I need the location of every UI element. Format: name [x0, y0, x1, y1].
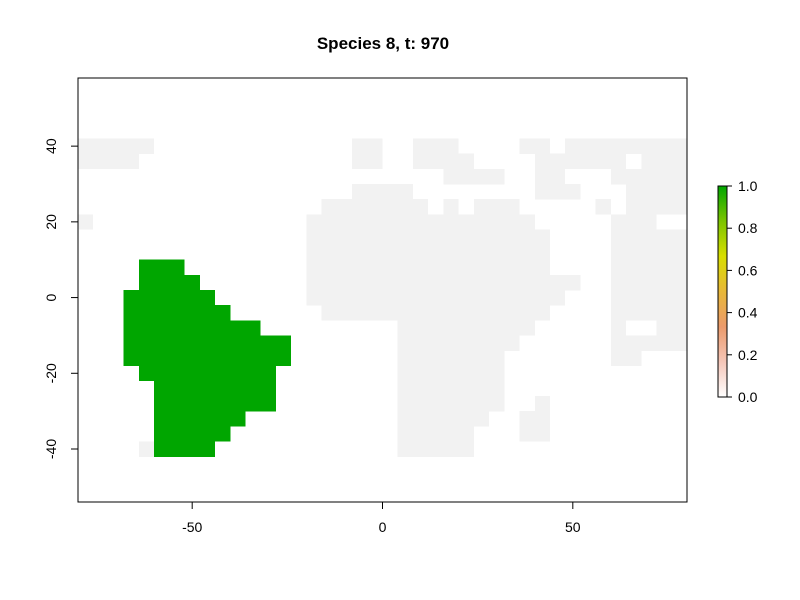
land-cell — [610, 168, 688, 185]
land-cell — [610, 350, 642, 367]
land-cell — [610, 305, 688, 321]
land-cell — [626, 199, 687, 215]
land-cell — [138, 441, 155, 457]
y-tick-label: -40 — [43, 439, 59, 459]
land-cell — [519, 411, 550, 427]
land-cell — [397, 350, 505, 367]
land-cell — [610, 214, 642, 230]
species-cell — [154, 380, 276, 397]
species-cell — [138, 274, 200, 291]
x-tick-label: 50 — [565, 519, 581, 535]
species-cell — [123, 335, 292, 351]
land-cell — [656, 320, 687, 336]
land-cell — [397, 380, 505, 397]
y-tick-label: 20 — [43, 214, 59, 230]
land-cell — [565, 153, 627, 170]
land-cell — [610, 229, 688, 245]
legend-tick-label: 0.0 — [738, 389, 758, 405]
species-cell — [123, 350, 292, 367]
legend-color-bar — [717, 185, 728, 398]
species-cell — [123, 305, 231, 321]
land-cell — [352, 153, 383, 170]
land-cell — [306, 274, 581, 291]
y-tick-label: 0 — [43, 293, 59, 301]
species-cell — [154, 396, 276, 412]
land-cell — [352, 138, 383, 155]
species-cell — [154, 426, 231, 442]
y-tick-label: -20 — [43, 363, 59, 383]
land-cell — [306, 244, 550, 261]
land-cell — [412, 138, 459, 155]
land-cell — [397, 411, 490, 427]
x-axis: -50 0 50 — [182, 501, 581, 535]
land-cell — [443, 168, 505, 185]
land-cell — [443, 199, 459, 215]
land-cell — [534, 396, 550, 412]
land-cell — [519, 138, 550, 155]
land-cell — [610, 335, 688, 351]
land-cell — [473, 199, 520, 215]
legend-tick-label: 0.6 — [738, 262, 758, 278]
species-cell — [154, 441, 216, 457]
land-cell — [626, 184, 687, 200]
species-cell — [123, 290, 216, 306]
land-cell — [397, 320, 535, 336]
land-cell — [321, 305, 550, 321]
land-cell — [78, 153, 139, 170]
land-cell — [641, 214, 657, 230]
land-cell — [306, 290, 566, 306]
land-cell — [397, 426, 474, 442]
land-cell — [610, 244, 688, 261]
species-cell — [138, 259, 185, 276]
land-cell — [78, 214, 94, 230]
land-cell — [595, 199, 611, 215]
land-cell — [78, 138, 155, 155]
legend-tick-label: 1.0 — [738, 178, 758, 194]
land-cell — [397, 365, 505, 382]
land-cells — [78, 138, 688, 457]
chart-title: Species 8, t: 970 — [317, 34, 449, 53]
y-axis: -40 -20 0 20 40 — [43, 138, 79, 459]
land-cell — [519, 426, 550, 442]
species-cells — [123, 259, 292, 457]
land-cell — [321, 199, 429, 215]
land-cell — [534, 184, 581, 200]
land-cell — [610, 320, 627, 336]
x-tick-label: -50 — [182, 519, 202, 535]
x-tick-label: 0 — [379, 519, 387, 535]
land-cell — [534, 168, 566, 185]
land-cell — [397, 441, 474, 457]
land-cell — [306, 229, 550, 245]
land-cell — [565, 138, 687, 155]
species-cell — [154, 411, 246, 427]
land-cell — [610, 274, 688, 291]
land-cell — [352, 184, 413, 200]
land-cell — [306, 259, 550, 276]
legend-tick-label: 0.2 — [738, 347, 758, 363]
land-cell — [412, 153, 474, 170]
y-tick-label: 40 — [43, 138, 59, 154]
species-cell — [138, 365, 276, 382]
land-cell — [397, 396, 505, 412]
land-cell — [641, 153, 687, 170]
legend-tick-label: 0.4 — [738, 305, 758, 321]
land-cell — [610, 290, 688, 306]
color-legend: 0.0 0.2 0.4 0.6 0.8 1.0 — [717, 178, 758, 405]
land-cell — [397, 335, 520, 351]
land-cell — [306, 214, 535, 230]
land-cell — [610, 259, 688, 276]
species-cell — [123, 320, 261, 336]
legend-tick-label: 0.8 — [738, 220, 758, 236]
